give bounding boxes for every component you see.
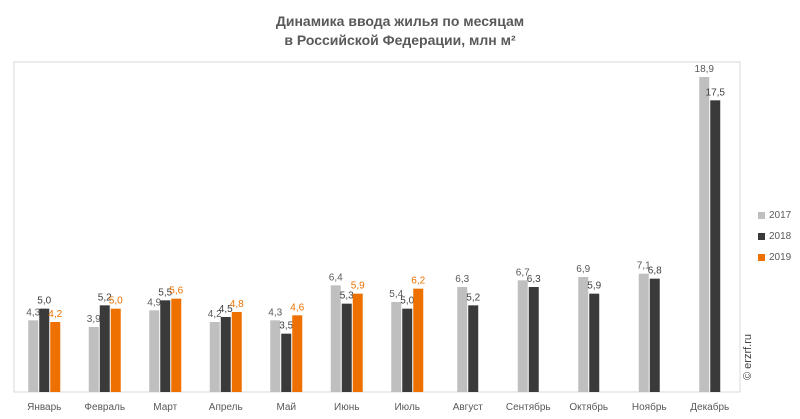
- bar-2018-1: [39, 308, 50, 392]
- legend-label-2018: 2018: [769, 231, 792, 242]
- bar-2018-4: [220, 317, 231, 392]
- bar-2018-2: [99, 305, 110, 392]
- bar-2018-9: [528, 287, 539, 392]
- bar-2017-6: [330, 285, 341, 392]
- data-label-2017-11: 7,1: [637, 261, 651, 272]
- data-label-2017-12: 18,9: [695, 64, 715, 75]
- bar-2018-5: [281, 333, 292, 392]
- data-label-2019-7: 6,2: [411, 276, 425, 287]
- data-label-2019-3: 5,6: [169, 286, 183, 297]
- data-label-2017-7: 5,4: [389, 289, 403, 300]
- bar-2017-11: [638, 273, 649, 392]
- bar-2019-7: [413, 288, 424, 392]
- legend-item-2019: 2019: [758, 247, 791, 268]
- bar-2017-10: [578, 277, 589, 392]
- x-tick-label-9: Сентябрь: [506, 401, 551, 413]
- chart-title-line-1: Динамика ввода жилья по месяцам: [275, 13, 525, 29]
- legend-item-2018: 2018: [758, 226, 791, 247]
- bar-2017-12: [699, 77, 710, 392]
- data-label-2018-4: 4,5: [219, 304, 233, 315]
- bar-2019-6: [352, 293, 363, 392]
- data-label-2017-2: 3,9: [87, 314, 101, 325]
- watermark: © erzrf.ru: [742, 334, 754, 380]
- data-label-2017-6: 6,4: [329, 272, 343, 283]
- data-label-2018-7: 5,0: [400, 296, 414, 307]
- bar-2018-10: [589, 293, 600, 392]
- bar-2019-5: [292, 315, 303, 392]
- data-label-2017-9: 6,7: [516, 267, 530, 278]
- data-label-2017-1: 4,3: [26, 307, 40, 318]
- bar-2018-8: [468, 305, 479, 392]
- x-tick-label-3: Март: [153, 402, 177, 413]
- x-tick-label-6: Июнь: [334, 402, 359, 413]
- bar-2017-9: [517, 280, 528, 392]
- legend-swatch-2019: [758, 254, 765, 261]
- data-label-2018-9: 6,3: [527, 274, 541, 285]
- data-label-2018-8: 5,2: [466, 292, 480, 303]
- data-label-2017-8: 6,3: [455, 274, 469, 285]
- bar-2018-7: [402, 308, 413, 392]
- data-label-2018-3: 5,5: [158, 287, 172, 298]
- legend-label-2017: 2017: [769, 210, 792, 221]
- bar-2019-2: [110, 308, 121, 392]
- legend-item-2017: 2017: [758, 205, 791, 226]
- plot-area: [13, 61, 741, 393]
- bar-2017-1: [28, 320, 39, 392]
- x-tick-label-10: Октябрь: [569, 401, 608, 413]
- chart-title-line-2: в Российской Федерации, млн м²: [284, 32, 516, 48]
- data-label-2019-6: 5,9: [351, 281, 365, 292]
- data-label-2018-2: 5,2: [98, 292, 112, 303]
- x-tick-label-7: Июль: [394, 402, 420, 413]
- data-label-2017-5: 4,3: [268, 307, 282, 318]
- bar-2017-7: [391, 302, 402, 392]
- bar-2019-4: [231, 312, 242, 392]
- legend-swatch-2018: [758, 233, 765, 240]
- bar-2017-8: [457, 287, 468, 392]
- legend-swatch-2017: [758, 212, 765, 219]
- data-label-2017-3: 4,9: [147, 297, 161, 308]
- data-label-2018-1: 5,0: [37, 296, 51, 307]
- bar-2018-11: [649, 278, 660, 392]
- data-label-2019-4: 4,8: [230, 299, 244, 310]
- data-label-2019-5: 4,6: [290, 302, 304, 313]
- x-tick-label-5: Май: [276, 402, 296, 413]
- x-tick-label-8: Август: [453, 402, 484, 413]
- bar-2017-3: [149, 310, 160, 392]
- bar-2018-6: [341, 303, 352, 392]
- bar-2017-5: [270, 320, 281, 392]
- bar-2017-4: [209, 322, 220, 392]
- data-label-2018-5: 3,5: [279, 321, 293, 332]
- data-label-2017-4: 4,2: [208, 309, 222, 320]
- bar-2017-2: [88, 327, 99, 392]
- x-tick-label-2: Февраль: [84, 402, 125, 413]
- bar-2018-3: [160, 300, 171, 392]
- x-tick-label-1: Январь: [27, 402, 61, 413]
- legend-label-2019: 2019: [769, 252, 792, 263]
- bar-2019-3: [171, 298, 182, 392]
- x-tick-label-4: Апрель: [209, 402, 243, 413]
- data-label-2018-11: 6,8: [648, 266, 662, 277]
- x-tick-label-11: Ноябрь: [632, 401, 667, 413]
- data-label-2019-2: 5,0: [109, 296, 123, 307]
- bar-2019-1: [50, 322, 61, 392]
- data-label-2018-12: 17,5: [706, 87, 726, 98]
- data-label-2018-10: 5,9: [587, 281, 601, 292]
- data-label-2017-10: 6,9: [576, 264, 590, 275]
- legend: 2017 2018 2019: [758, 205, 791, 268]
- data-label-2019-1: 4,2: [48, 309, 62, 320]
- data-label-2018-6: 5,3: [340, 291, 354, 302]
- x-tick-label-12: Декабрь: [690, 401, 729, 413]
- bar-2018-12: [710, 100, 721, 392]
